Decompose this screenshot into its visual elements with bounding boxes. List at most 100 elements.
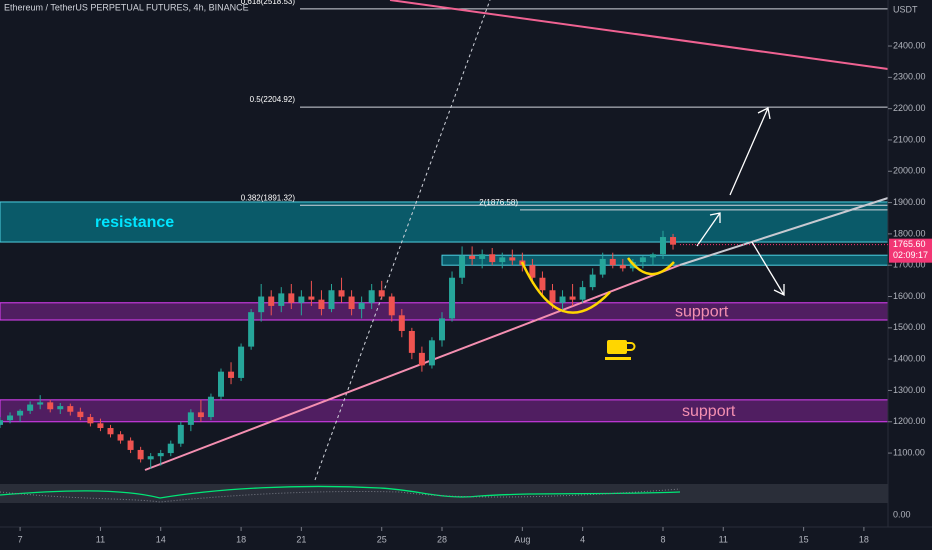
candle-body [408, 330, 415, 353]
candle-body [368, 290, 375, 303]
zone [441, 254, 889, 266]
x-tick-label: 21 [296, 534, 306, 544]
y-tick-label: 1700.00 [893, 260, 926, 270]
indicator-tick-label: 0.00 [893, 509, 911, 519]
candle-body [67, 406, 74, 412]
current-price-box [889, 238, 932, 263]
candle-body [87, 417, 94, 424]
x-tick-label: 28 [437, 534, 447, 544]
x-tick-label: 18 [859, 534, 869, 544]
y-tick-label: 1300.00 [893, 385, 926, 395]
y-tick-label: 1500.00 [893, 322, 926, 332]
candle-body [348, 296, 355, 310]
candle-body [197, 412, 204, 418]
y-tick-label: 1400.00 [893, 354, 926, 364]
y-tick-label: 2200.00 [893, 103, 926, 113]
candle-body [147, 456, 154, 460]
candle-body [248, 312, 255, 347]
candle-body [7, 415, 14, 421]
candle-body [97, 423, 104, 429]
candle-body [358, 302, 365, 310]
arrow-up-short [696, 212, 721, 247]
indicator-pane [0, 484, 888, 503]
candle-body [338, 290, 345, 297]
candle-body [57, 406, 64, 410]
fib-label: 2(1876.58) [479, 198, 518, 207]
cup-curve [520, 261, 611, 314]
y-tick-label: 2000.00 [893, 166, 926, 176]
candle-body [258, 296, 265, 313]
arrow-down [751, 241, 785, 297]
arrow-up-long [729, 107, 771, 196]
candle-body [388, 296, 395, 316]
x-tick-label: 7 [18, 534, 23, 544]
zone-label: resistance [95, 214, 174, 231]
unit-label: USDT [893, 4, 918, 14]
x-tick-label: 14 [156, 534, 166, 544]
x-tick-label: 8 [660, 534, 665, 544]
candle-body [589, 274, 596, 288]
candle-body [278, 293, 285, 306]
indicator-line [0, 485, 681, 499]
zone [0, 302, 889, 321]
fib-label: 0.5(2204.92) [250, 95, 296, 104]
arrows [696, 107, 785, 297]
x-tick-label: 11 [719, 534, 728, 544]
candle-body [579, 287, 586, 300]
handle-curve [626, 257, 675, 276]
candle-body [569, 296, 576, 300]
x-tick-label: Aug [514, 534, 530, 544]
candle-body [398, 315, 405, 331]
candle-body [559, 296, 566, 303]
ascending-trendline [144, 264, 681, 471]
candle-body [27, 404, 34, 411]
y-tick-label: 1800.00 [893, 228, 926, 238]
descending-trendline [389, 0, 889, 70]
candle-body [37, 402, 44, 405]
candle-body [609, 258, 616, 266]
candle-body [438, 318, 445, 341]
candle-body [167, 443, 174, 454]
candle-body [217, 371, 224, 397]
candle-body [428, 340, 435, 366]
zone [0, 201, 889, 243]
candle-body [469, 255, 476, 259]
candle-body [479, 254, 486, 259]
candle-body [268, 296, 275, 306]
coffee-icon [605, 340, 636, 360]
y-tick-label: 2300.00 [893, 72, 926, 82]
candle-body [378, 290, 385, 297]
chart-title: Ethereum / TetherUS PERPETUAL FUTURES, 4… [4, 2, 249, 12]
candle-body [599, 258, 606, 275]
candle-body [670, 237, 677, 245]
y-tick-label: 2100.00 [893, 134, 926, 144]
candle-body [107, 428, 114, 435]
saucer [605, 357, 631, 360]
candle-body [328, 290, 335, 310]
candle-body [649, 254, 656, 258]
ascending-trendline-ext [679, 197, 889, 266]
fib-label: 0.382(1891.32) [241, 193, 296, 202]
zone [0, 399, 889, 423]
candle-body [308, 296, 315, 300]
candle-body [489, 254, 496, 263]
zone-label: support [675, 304, 729, 321]
candle-body [539, 277, 546, 291]
candle-body [298, 296, 305, 303]
y-tick-label: 2400.00 [893, 40, 926, 50]
zone-label: support [682, 403, 736, 420]
x-tick-label: 25 [377, 534, 387, 544]
candle-body [529, 265, 536, 278]
x-tick-label: 18 [236, 534, 246, 544]
candle-body [449, 277, 456, 319]
x-tick-label: 4 [580, 534, 585, 544]
candle-body [459, 255, 466, 278]
dotted-line [314, 0, 491, 481]
candle-body [499, 257, 506, 263]
candle-body [228, 371, 235, 378]
candle-body [318, 299, 325, 310]
cup [607, 340, 627, 354]
candle-body [509, 257, 516, 261]
candle-body [17, 410, 24, 416]
